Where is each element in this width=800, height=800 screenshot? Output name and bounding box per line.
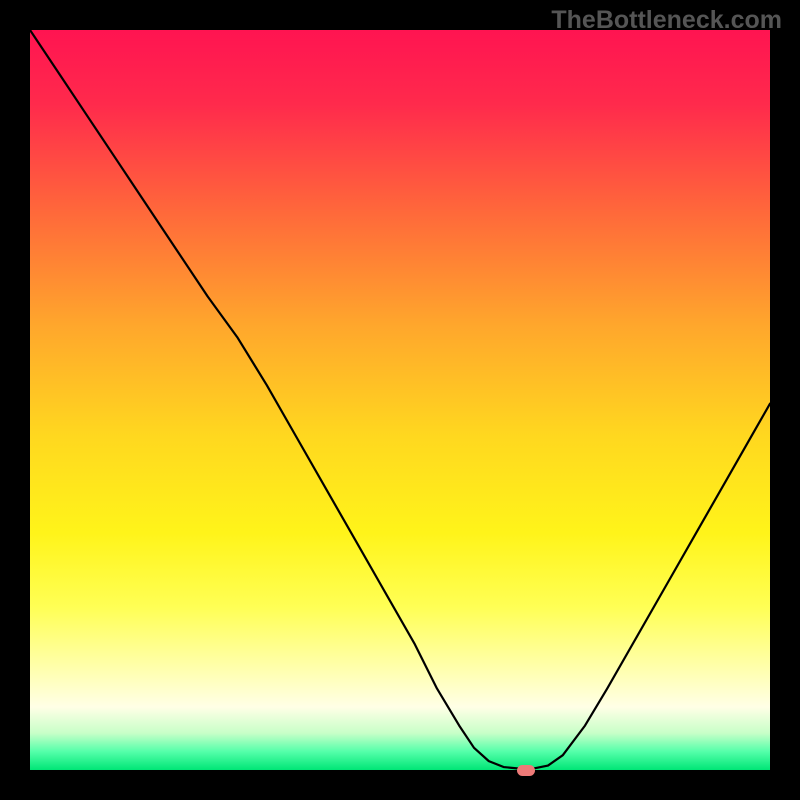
- plot-area: [30, 30, 770, 770]
- plot-svg: [30, 30, 770, 770]
- gradient-background: [30, 30, 770, 770]
- watermark-text: TheBottleneck.com: [551, 6, 782, 35]
- optimal-marker: [517, 765, 535, 776]
- chart-frame: TheBottleneck.com: [0, 0, 800, 800]
